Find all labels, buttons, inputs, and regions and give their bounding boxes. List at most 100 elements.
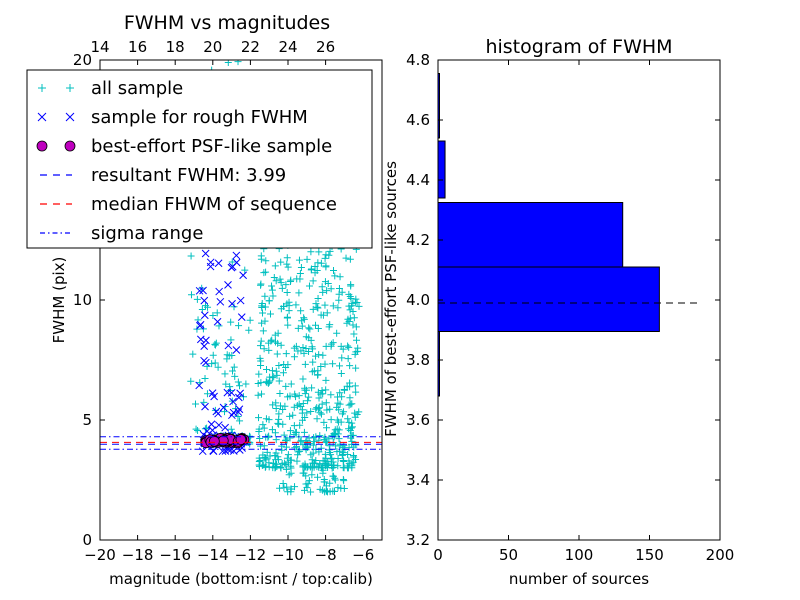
y-tick-label: 3.2 (406, 531, 430, 549)
top-axis-tick-label: 24 (278, 38, 297, 56)
scatter-point-plus (322, 376, 330, 384)
scatter-point-x (212, 407, 221, 416)
scatter-point-plus (337, 370, 345, 378)
scatter-point-plus (323, 287, 331, 295)
histogram-bar (437, 140, 446, 199)
scatter-point-plus (339, 345, 347, 353)
scatter-point-x (213, 317, 222, 326)
scatter-point-plus (313, 404, 321, 412)
histogram-panel: 0 50 100 150 2003.23.43.63.84.04.24.44.64.8 … (382, 36, 734, 588)
scatter-point-plus (257, 337, 265, 345)
scatter-point-plus (267, 337, 275, 345)
scatter-point-x (200, 296, 209, 305)
scatter-point-plus (256, 342, 264, 350)
scatter-point-plus (303, 484, 311, 492)
scatter-point-plus (308, 456, 316, 464)
scatter-point-plus (262, 415, 270, 423)
scatter-point-plus (274, 419, 282, 427)
scatter-point-plus (286, 427, 294, 435)
scatter-point-x (235, 405, 244, 414)
scatter-point-plus (313, 266, 321, 274)
scatter-point-plus (338, 354, 346, 362)
scatter-point-plus (352, 364, 360, 372)
scatter-point-plus (300, 428, 308, 436)
scatter-point-plus (323, 424, 331, 432)
scatter-point-plus (302, 480, 310, 488)
scatter-point-plus (329, 302, 337, 310)
scatter-point-x (200, 311, 209, 320)
scatter-point-plus (314, 295, 322, 303)
y-tick-label: 4.4 (406, 171, 430, 189)
scatter-point-plus (310, 438, 318, 446)
scatter-point-x (229, 397, 237, 406)
scatter-point-plus (329, 472, 337, 480)
y-tick-label: 3.8 (406, 351, 430, 369)
scatter-point-plus (314, 473, 322, 481)
scatter-point-x (224, 281, 232, 289)
scatter-point-plus (293, 275, 301, 283)
scatter-point-plus (230, 303, 238, 311)
scatter-axes-frame (99, 59, 383, 541)
scatter-point-plus (334, 399, 342, 407)
scatter-point-plus (334, 484, 342, 492)
scatter-point-plus (302, 344, 310, 352)
y-tick-label: 4.2 (406, 231, 430, 249)
scatter-point-plus (283, 300, 291, 308)
scatter-point-plus (211, 359, 219, 367)
scatter-point-plus (310, 367, 318, 375)
scatter-point-plus (314, 324, 322, 332)
scatter-point-plus (290, 403, 298, 411)
scatter-point-plus (345, 401, 353, 409)
scatter-point-plus (330, 267, 338, 275)
scatter-point-plus (286, 412, 294, 420)
scatter-point-plus (323, 406, 331, 414)
histogram-title: histogram of FWHM (485, 36, 672, 58)
scatter-point-plus (262, 378, 270, 386)
scatter-point-plus (254, 391, 262, 399)
scatter-point-plus (277, 258, 285, 266)
scatter-point-plus (285, 471, 293, 479)
scatter-point-plus (301, 384, 309, 392)
scatter-point-x (195, 286, 204, 295)
scatter-point-plus (336, 273, 344, 281)
scatter-point-plus (331, 476, 339, 484)
scatter-point-plus (278, 284, 286, 292)
legend-label: best-effort PSF-like sample (91, 136, 332, 157)
scatter-point-plus (293, 457, 301, 465)
scatter-point-plus (286, 434, 294, 442)
scatter-point-x (201, 249, 210, 258)
scatter-point-plus (336, 389, 344, 397)
scatter-point-plus (327, 391, 335, 399)
scatter-point-plus (339, 450, 347, 458)
scatter-point-plus (272, 367, 280, 375)
scatter-point-plus (255, 414, 263, 422)
scatter-point-plus (324, 279, 332, 287)
scatter-point-plus (333, 448, 341, 456)
scatter-point-plus (344, 342, 352, 350)
scatter-point-plus (325, 460, 333, 468)
scatter-point-plus (187, 291, 195, 299)
scatter-point-plus (296, 421, 304, 429)
x-tick-label: −16 (159, 546, 191, 564)
scatter-point-plus (277, 341, 285, 349)
scatter-point-plus (329, 339, 337, 347)
scatter-point-plus (307, 408, 315, 416)
scatter-point-plus (307, 265, 315, 273)
scatter-point-plus (309, 441, 317, 449)
scatter-point-plus (262, 456, 270, 464)
scatter-point-plus (281, 402, 289, 410)
legend-box (26, 69, 373, 249)
scatter-point-plus (345, 425, 353, 433)
top-axis-tick-label: 20 (203, 38, 222, 56)
scatter-point-x (236, 296, 245, 305)
scatter-point-plus (291, 444, 299, 452)
scatter-point-plus (268, 367, 276, 375)
scatter-point-plus (234, 413, 242, 421)
scatter-point-x (216, 297, 225, 306)
scatter-point-plus (342, 254, 350, 262)
scatter-point-plus (269, 464, 277, 472)
y-tick-label: 3.6 (406, 411, 430, 429)
scatter-point-plus (303, 409, 311, 417)
scatter-point-plus (348, 423, 356, 431)
scatter-point-plus (319, 288, 327, 296)
